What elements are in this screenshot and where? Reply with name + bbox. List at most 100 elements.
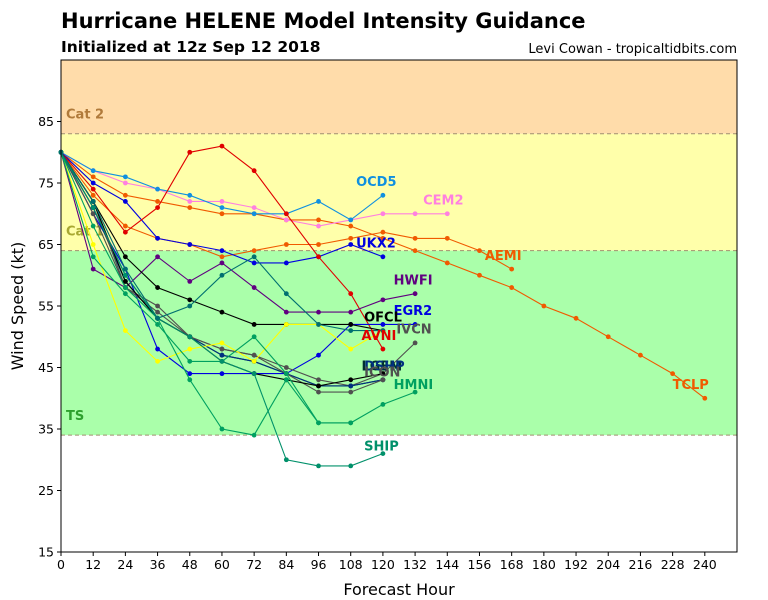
x-tick-label: 120 (371, 557, 395, 572)
series-label-ICON: ICON (364, 366, 400, 381)
series-point-HMNI (348, 420, 354, 426)
series-point-EGR2 (412, 322, 418, 327)
series-point-FSSE (122, 279, 128, 284)
series-point-HWFI (348, 309, 354, 315)
series-point-HMNI (122, 285, 128, 290)
category-label-0: Cat 2 (66, 107, 104, 122)
series-label-DSHP: DSHP (364, 360, 405, 375)
y-tick-label: 65 (38, 237, 54, 252)
series-point-OCD5 (155, 186, 160, 192)
series-point-CTCI (155, 322, 160, 327)
series-point-SHIP (380, 451, 386, 456)
series-label-CEM2: CEM2 (423, 194, 463, 209)
series-point-AEMI (509, 266, 515, 272)
series-point-IVCN (90, 211, 96, 217)
series-line-HWFI (60, 152, 416, 313)
series-point-SHIP (90, 205, 96, 211)
series-point-UKX2 (219, 248, 225, 254)
series-point-UKX2 (122, 199, 128, 204)
series-point-AEMI (219, 254, 225, 260)
y-tick-label: 55 (38, 299, 54, 314)
series-point-NVGI (122, 328, 128, 333)
series-point-CEM2 (444, 211, 450, 217)
series-point-ICON (251, 352, 257, 358)
series-label-UKX2: UKX2 (356, 237, 396, 252)
series-point-AVNI (187, 149, 193, 155)
x-tick-label: 216 (628, 557, 652, 572)
x-tick-label: 36 (150, 557, 166, 572)
series-point-UKX2 (283, 260, 289, 266)
series-point-NVGI (283, 322, 289, 327)
series-point-OCD5 (219, 205, 225, 211)
series-point-HWFI (219, 260, 225, 266)
series-point-TCLP (155, 199, 160, 204)
series-label-AEMI: AEMI (485, 249, 522, 264)
series-point-AEMI (122, 223, 128, 229)
series-point-IVCN (412, 340, 418, 346)
series-point-TCLP (702, 395, 708, 401)
series-point-OCD5 (187, 192, 193, 198)
series-point-AVNI (219, 143, 225, 149)
series-point-HMNI (380, 402, 386, 407)
x-tick-label: 144 (435, 557, 459, 572)
series-point-CEM2 (412, 211, 418, 217)
series-point-ICON (316, 389, 321, 395)
series-label-OFCL: OFCL (364, 310, 402, 325)
series-point-HMNI (251, 432, 257, 438)
category-label-2: TS (66, 409, 84, 424)
series-point-GFSI (380, 328, 386, 333)
series-point-EGR2 (155, 346, 160, 352)
series-point-FSSE (316, 383, 321, 389)
series-point-OCD5 (122, 174, 128, 180)
series-point-OFCL (251, 322, 257, 327)
series-point-SHIP (348, 463, 354, 469)
series-point-AVNI (316, 254, 321, 260)
x-axis-label: Forecast Hour (343, 580, 455, 599)
series-point-AVNI (90, 186, 96, 192)
x-tick-label: 72 (246, 557, 262, 572)
series-point-UKX2 (380, 254, 386, 260)
series-point-UKX2 (90, 180, 96, 186)
series-point-ICON (380, 377, 386, 383)
series-point-NVGI (348, 346, 354, 352)
series-point-HMNI (412, 389, 418, 395)
series-point-DSHP (219, 352, 225, 358)
series-point-TCLP (412, 248, 418, 254)
series-point-TCLP (316, 217, 321, 223)
x-tick-label: 24 (117, 557, 133, 572)
series-point-IVCN (316, 377, 321, 383)
series-point-UKX2 (187, 242, 193, 247)
series-point-CEM2 (219, 199, 225, 204)
chart-title: Hurricane HELENE Model Intensity Guidanc… (61, 9, 586, 33)
series-line-EGR2 (60, 152, 416, 375)
series-point-HWFI (412, 291, 418, 297)
series-point-AVNI (348, 291, 354, 297)
series-point-GFSI (155, 315, 160, 321)
series-point-CTCI (251, 334, 257, 340)
series-point-GFSI (122, 266, 128, 272)
series-point-NVGI (187, 346, 193, 352)
series-point-OCD5 (251, 211, 257, 217)
series-point-CTCI (122, 291, 128, 297)
series-point-OCD5 (380, 192, 386, 198)
series-point-CEM2 (316, 223, 321, 229)
series-point-TCLP (638, 352, 643, 358)
y-tick-label: 15 (38, 545, 54, 560)
series-point-OFCL (187, 297, 193, 303)
series-point-UKX2 (251, 260, 257, 266)
series-label-AVNI: AVNI (361, 329, 396, 344)
series-point-TCLP (90, 174, 96, 180)
series-point-AEMI (316, 242, 321, 247)
series-point-HMNI (90, 223, 96, 229)
series-point-CTCI (90, 254, 96, 260)
series-point-GFSI (283, 291, 289, 297)
series-point-AEMI (477, 248, 482, 254)
series-label-SHIP: SHIP (364, 440, 399, 455)
series-point-AVNI (122, 229, 128, 235)
series-point-IVCN (283, 365, 289, 370)
series-point-ICON (155, 303, 160, 309)
y-tick-label: 35 (38, 422, 54, 437)
series-point-AEMI (412, 235, 418, 241)
series-point-HWFI (187, 279, 193, 284)
series-point-OFCL (219, 309, 225, 315)
